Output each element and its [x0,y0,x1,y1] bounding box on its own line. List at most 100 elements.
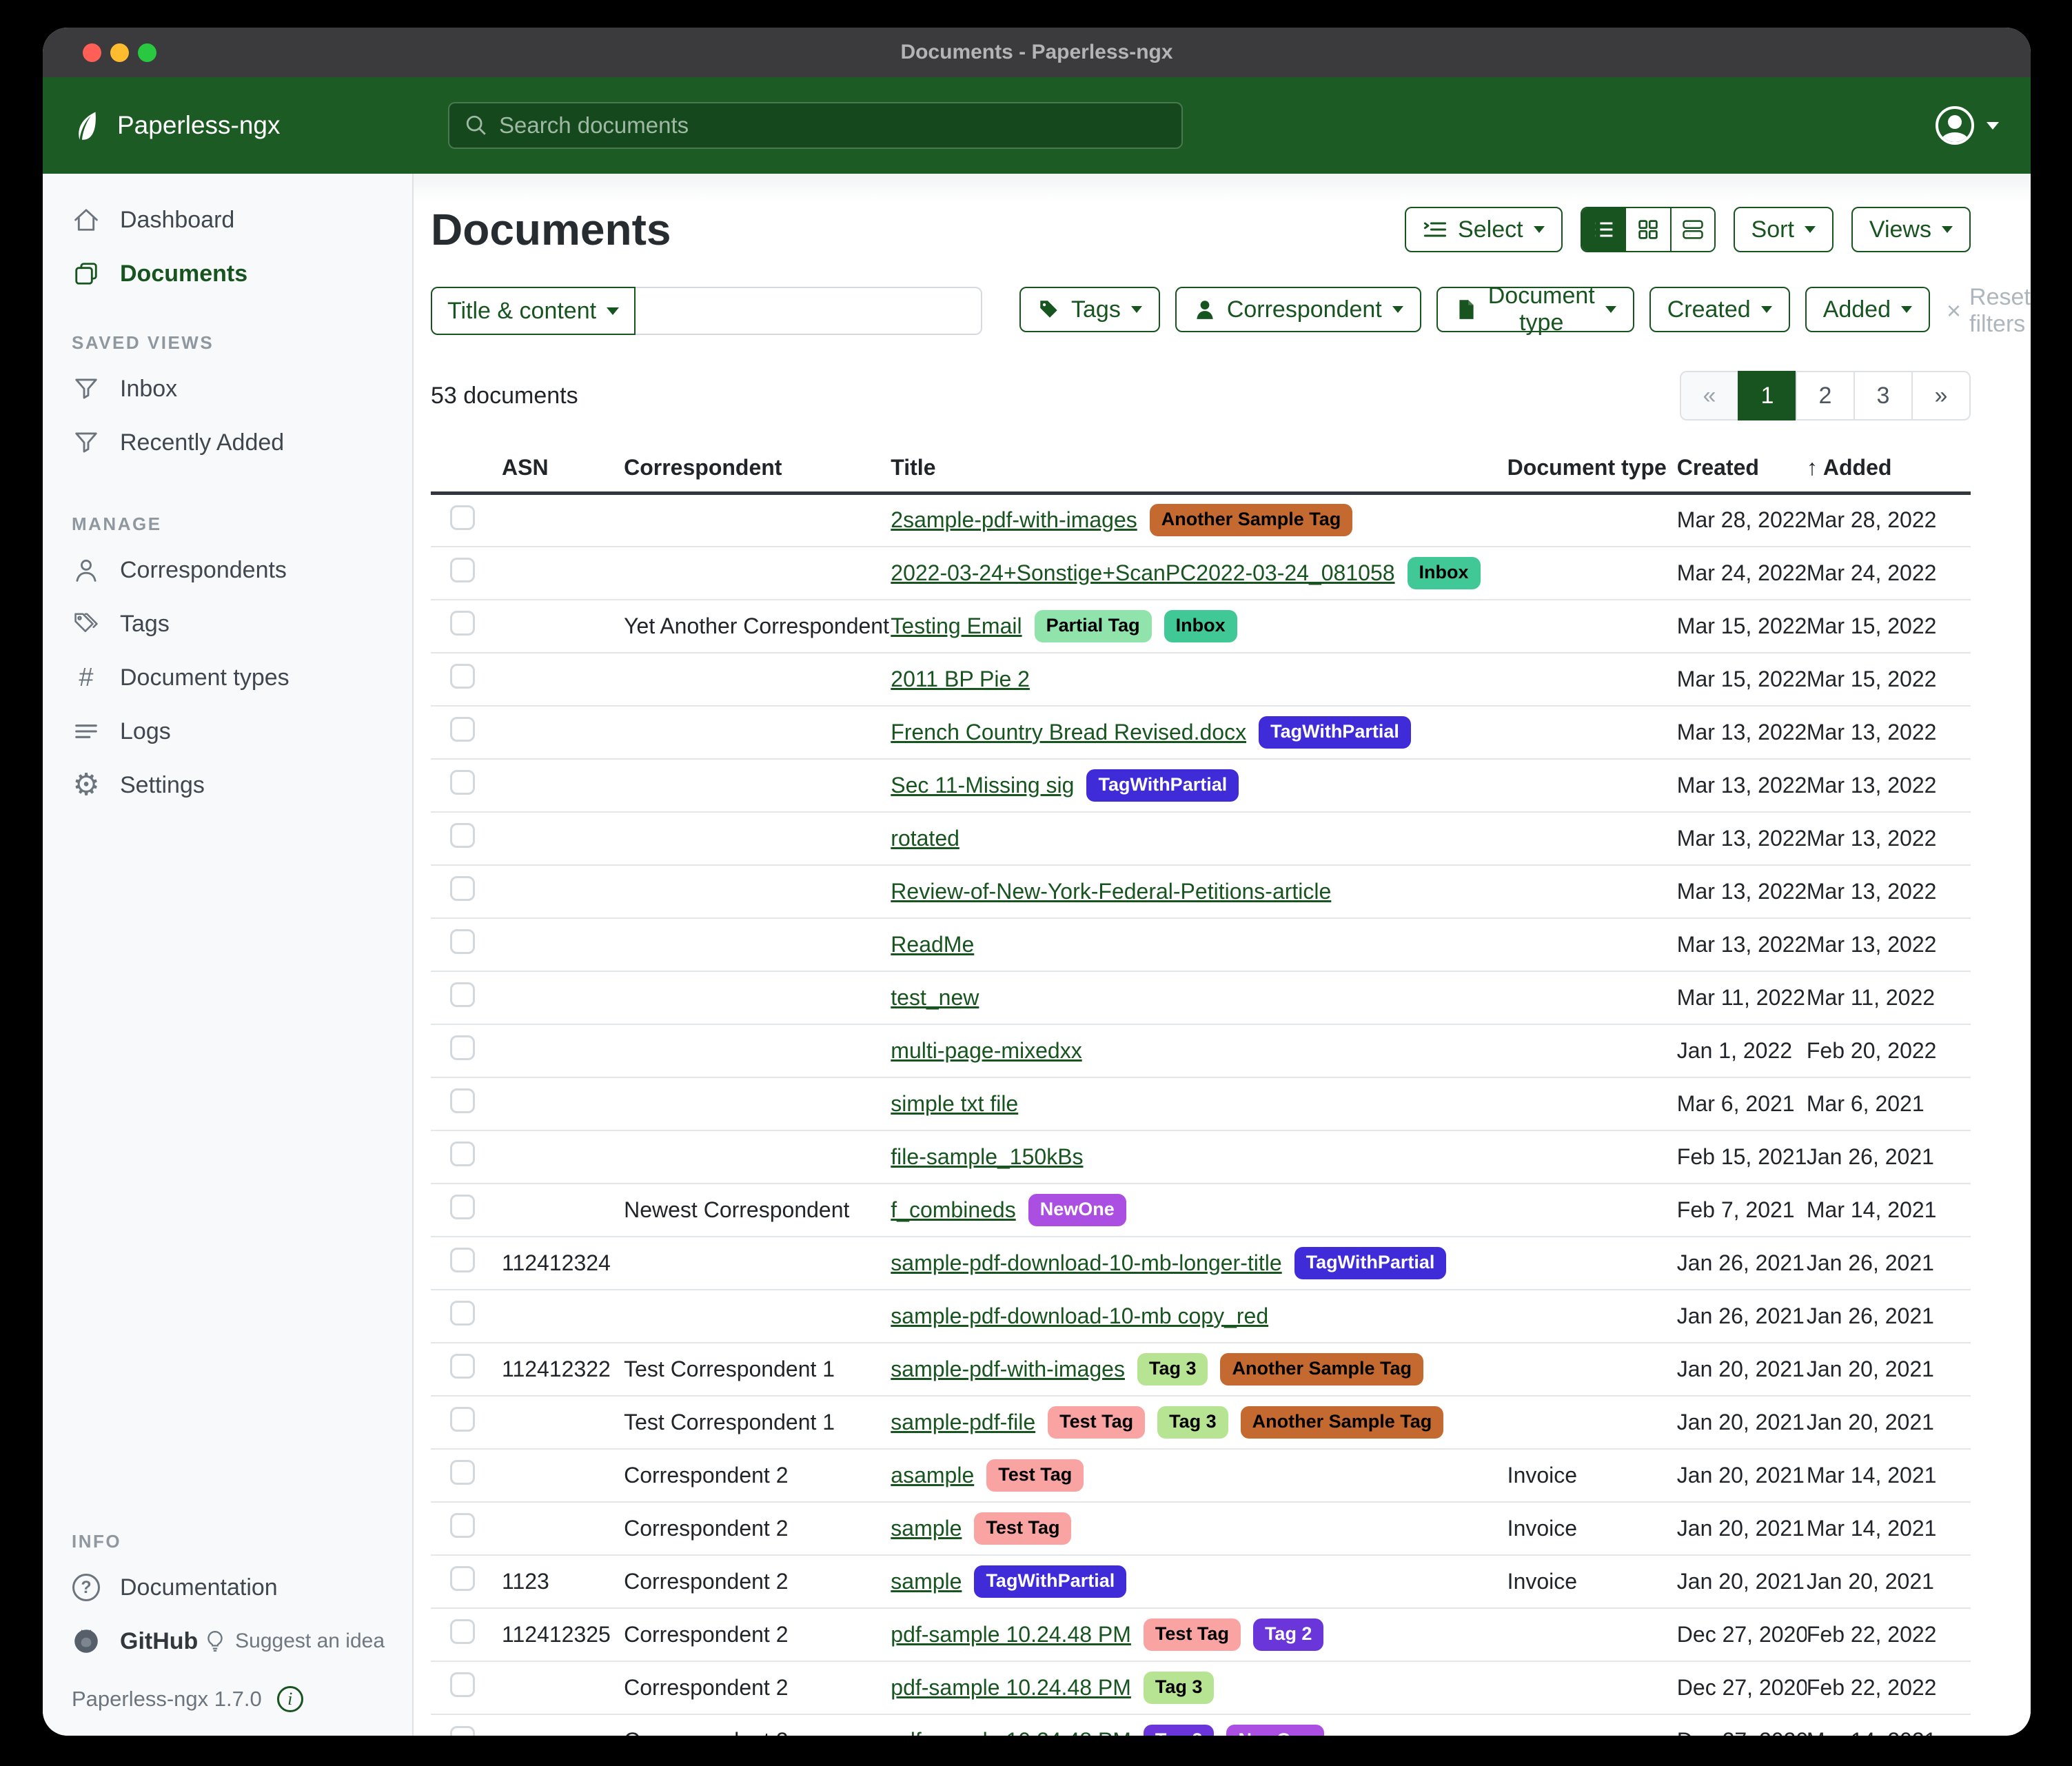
tag-badge[interactable]: Another Sample Tag [1149,504,1353,537]
column-header-added[interactable]: ↑ Added [1806,444,1971,495]
document-title-link[interactable]: 2011 BP Pie 2 [891,666,1030,691]
row-checkbox[interactable] [450,1672,475,1697]
close-window-button[interactable] [83,43,101,62]
row-checkbox[interactable] [450,876,475,901]
row-checkbox[interactable] [450,1619,475,1644]
tag-badge[interactable]: TagWithPartial [974,1565,1127,1598]
list-view-button[interactable] [1581,208,1626,251]
grid-view-button[interactable] [1625,208,1670,251]
document-title-link[interactable]: asample [891,1462,975,1488]
sidebar-item-settings[interactable]: ⚙ Settings [43,758,412,812]
document-title-link[interactable]: 2sample-pdf-with-images [891,507,1137,533]
row-checkbox[interactable] [450,1460,475,1485]
filter-field-dropdown[interactable]: Title & content [431,287,636,335]
tag-badge[interactable]: Inbox [1407,556,1481,589]
tag-badge[interactable]: Another Sample Tag [1220,1352,1424,1386]
document-title-link[interactable]: file-sample_150kBs [891,1144,1084,1169]
created-filter-button[interactable]: Created [1649,287,1790,332]
sidebar-item-documents[interactable]: Documents [43,247,412,301]
tag-badge[interactable]: Partial Tag [1034,609,1152,642]
sidebar-item-logs[interactable]: Logs [43,704,412,758]
document-title-link[interactable]: sample-pdf-file [891,1409,1036,1434]
document-title-link[interactable]: Testing Email [891,613,1022,638]
document-title-link[interactable]: sample-pdf-download-10-mb copy_red [891,1303,1269,1328]
row-checkbox[interactable] [450,1725,475,1736]
pagination-prev-button[interactable]: « [1680,371,1739,420]
tag-badge[interactable]: Test Tag [1143,1618,1241,1651]
info-icon[interactable]: i [276,1686,303,1712]
document-title-link[interactable]: simple txt file [891,1090,1019,1116]
sidebar-item-github[interactable]: GitHub [43,1614,198,1668]
title-content-filter-input[interactable] [636,287,982,335]
row-checkbox[interactable] [450,1513,475,1538]
document-title-link[interactable]: sample-pdf-with-images [891,1356,1125,1381]
sidebar-item-dashboard[interactable]: Dashboard [43,193,412,247]
pagination-page-button[interactable]: 2 [1796,371,1855,420]
document-title-link[interactable]: French Country Bread Revised.docx [891,719,1247,744]
row-checkbox[interactable] [450,982,475,1007]
zoom-window-button[interactable] [138,43,156,62]
tag-badge[interactable]: Tag 3 [1157,1405,1228,1439]
tag-badge[interactable]: Tag 3 [1143,1671,1215,1704]
tag-badge[interactable]: Another Sample Tag [1240,1405,1444,1439]
row-checkbox[interactable] [450,1035,475,1060]
row-checkbox[interactable] [450,1088,475,1113]
tag-badge[interactable]: Tag 2 [1143,1725,1215,1736]
sidebar-item-document-types[interactable]: # Document types [43,651,412,704]
row-checkbox[interactable] [450,1354,475,1379]
detail-view-button[interactable] [1669,208,1714,251]
sidebar-item-inbox[interactable]: Inbox [43,362,412,416]
document-title-link[interactable]: multi-page-mixedxx [891,1037,1082,1063]
tags-filter-button[interactable]: Tags [1019,287,1160,332]
sidebar-item-tags[interactable]: Tags [43,597,412,651]
row-checkbox[interactable] [450,770,475,795]
views-button[interactable]: Views [1851,207,1971,252]
tag-badge[interactable]: Tag 2 [1252,1618,1324,1651]
reset-filters-button[interactable]: × Reset filters [1947,284,2031,337]
tag-badge[interactable]: TagWithPartial [1086,769,1239,802]
tag-badge[interactable]: NewOne [1226,1725,1325,1736]
document-title-link[interactable]: Review-of-New-York-Federal-Petitions-art… [891,878,1332,904]
column-header-asn[interactable]: ASN [502,444,624,495]
sidebar-item-recently-added[interactable]: Recently Added [43,416,412,469]
tag-badge[interactable]: Inbox [1164,609,1237,642]
row-checkbox[interactable] [450,505,475,530]
tag-badge[interactable]: Test Tag [986,1459,1084,1492]
row-checkbox[interactable] [450,823,475,848]
document-title-link[interactable]: pdf-sample 10.24.48 PM [891,1728,1131,1736]
pagination-page-button[interactable]: 1 [1738,371,1797,420]
row-checkbox[interactable] [450,611,475,636]
document-title-link[interactable]: ReadMe [891,931,975,957]
row-checkbox[interactable] [450,1407,475,1432]
sort-button[interactable]: Sort [1733,207,1834,252]
added-filter-button[interactable]: Added [1805,287,1931,332]
column-header-correspondent[interactable]: Correspondent [624,444,891,495]
document-type-filter-button[interactable]: Document type [1436,283,1634,336]
sidebar-item-correspondents[interactable]: Correspondents [43,543,412,597]
user-menu[interactable] [1936,77,1999,174]
row-checkbox[interactable] [450,1301,475,1326]
column-header-title[interactable]: Title [891,444,1507,495]
tag-badge[interactable]: Tag 3 [1137,1352,1208,1386]
tag-badge[interactable]: NewOne [1028,1193,1126,1226]
row-checkbox[interactable] [450,558,475,582]
pagination-page-button[interactable]: 3 [1853,371,1913,420]
row-checkbox[interactable] [450,1141,475,1166]
column-header-document-type[interactable]: Document type [1507,444,1677,495]
row-checkbox[interactable] [450,1195,475,1219]
column-header-created[interactable]: Created [1676,444,1807,495]
document-title-link[interactable]: sample-pdf-download-10-mb-longer-title [891,1250,1282,1275]
tag-badge[interactable]: TagWithPartial [1294,1246,1447,1279]
brand[interactable]: Paperless-ngx [72,110,281,141]
document-title-link[interactable]: pdf-sample 10.24.48 PM [891,1674,1131,1700]
tag-badge[interactable]: Test Tag [974,1512,1072,1545]
row-checkbox[interactable] [450,1566,475,1591]
row-checkbox[interactable] [450,664,475,689]
row-checkbox[interactable] [450,717,475,742]
row-checkbox[interactable] [450,929,475,954]
document-title-link[interactable]: rotated [891,825,959,851]
document-title-link[interactable]: pdf-sample 10.24.48 PM [891,1621,1131,1647]
document-title-link[interactable]: test_new [891,984,979,1010]
document-title-link[interactable]: Sec 11-Missing sig [891,772,1075,798]
row-checkbox[interactable] [450,1248,475,1272]
